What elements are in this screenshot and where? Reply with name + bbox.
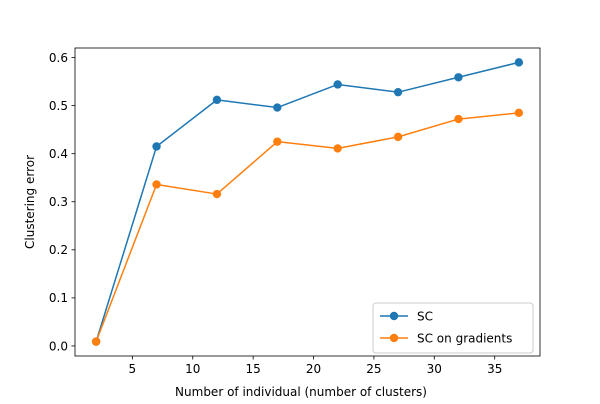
x-tick-label: 15 xyxy=(246,362,261,376)
series-line-1 xyxy=(95,112,519,342)
axes: 5 10 15 20 25 30 35 0.0 0.1 0.2 0.3 0.4 0.5 0.6 xyxy=(49,47,541,376)
data-point-1-1 xyxy=(152,180,161,189)
data-point-0-2 xyxy=(212,95,222,105)
x-tick-label: 20 xyxy=(306,362,321,376)
data-point-0-3 xyxy=(273,103,282,112)
data-point-1-0 xyxy=(91,337,101,346)
data-point-1-5 xyxy=(393,132,403,142)
x-tick-label: 35 xyxy=(487,362,502,376)
data-point-1-2 xyxy=(212,189,222,199)
legend-label-0: SC xyxy=(417,309,433,323)
x-tick-label: 25 xyxy=(366,362,381,376)
legend-marker-0 xyxy=(389,311,399,321)
legend-label-1: SC on gradients xyxy=(417,331,512,345)
data-point-1-6 xyxy=(454,114,463,124)
series-line-0 xyxy=(95,61,520,342)
x-tick-label: 30 xyxy=(427,362,442,376)
y-tick-label: 0.0 xyxy=(49,339,68,353)
data-point-1-4 xyxy=(333,144,342,153)
y-axis-label: Clustering error xyxy=(23,155,37,249)
y-tick-label: 0.5 xyxy=(49,99,68,113)
y-tick-label: 0.4 xyxy=(49,147,68,161)
legend-box xyxy=(372,302,534,354)
data-point-1-3 xyxy=(273,137,282,146)
legend-marker-1 xyxy=(389,333,399,343)
data-point-0-7 xyxy=(514,58,524,67)
y-tick-label: 0.3 xyxy=(49,195,68,209)
data-point-0-4 xyxy=(333,80,342,89)
y-tick-label: 0.6 xyxy=(49,51,68,65)
data-point-0-6 xyxy=(454,73,463,82)
y-tick-label: 0.1 xyxy=(49,291,68,305)
plot-marks xyxy=(91,58,524,346)
data-point-1-7 xyxy=(514,108,524,118)
legend: SC SC on gradients xyxy=(372,302,534,354)
x-tick-label: 10 xyxy=(185,362,200,376)
data-point-0-5 xyxy=(393,87,403,97)
y-tick-label: 0.2 xyxy=(49,243,68,257)
data-point-0-1 xyxy=(152,142,161,151)
x-tick-label: 5 xyxy=(129,362,137,376)
x-axis-label: Number of individual (number of clusters… xyxy=(175,385,427,399)
